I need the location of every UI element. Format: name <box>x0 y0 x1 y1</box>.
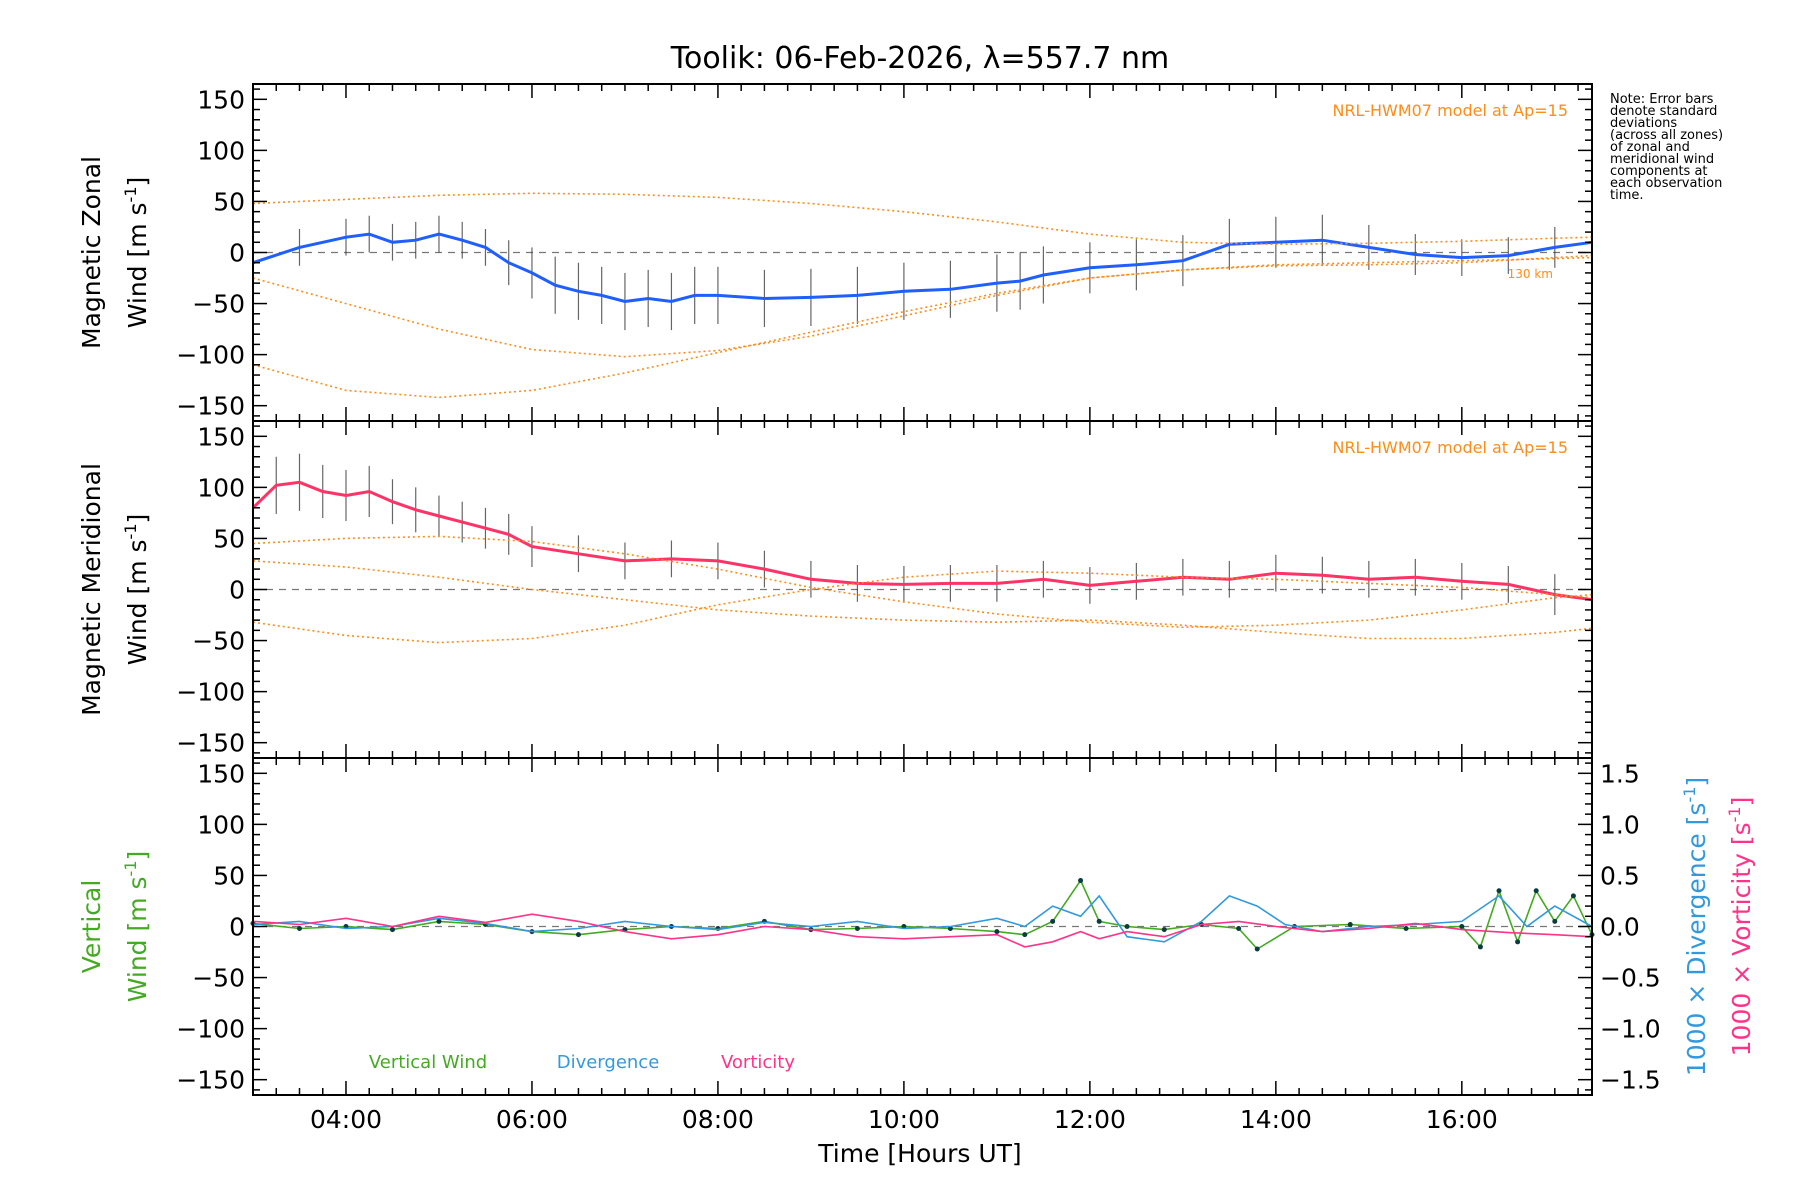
y-tick-label: −150 <box>176 1066 245 1095</box>
series-line <box>252 254 1593 358</box>
x-tick-label: 10:00 <box>868 1105 940 1134</box>
note-line: denote standard <box>1610 104 1718 119</box>
y-tick-label: 50 <box>213 524 245 553</box>
right-y-tick-label: 0.0 <box>1600 913 1640 942</box>
note-line: (across all zones) <box>1610 128 1724 143</box>
x-tick-label: 14:00 <box>1240 1105 1312 1134</box>
right-y-tick-label: −0.5 <box>1600 964 1661 993</box>
y-tick-label: −150 <box>176 729 245 758</box>
y-tick-label: 50 <box>213 861 245 890</box>
right-y-tick-label: 0.5 <box>1600 861 1640 890</box>
y-tick-label: 0 <box>229 913 245 942</box>
data-point <box>1022 932 1028 938</box>
y-axis-label-units: Wind [m s-1] <box>121 514 152 666</box>
y-tick-label: −150 <box>176 392 245 421</box>
data-point <box>1347 921 1353 927</box>
note-line: each observation <box>1610 176 1723 191</box>
data-point <box>1533 888 1539 894</box>
error-bar-note: Note: Error bars denote standard deviati… <box>1610 92 1790 203</box>
y-tick-label: −100 <box>176 1015 245 1044</box>
y-tick-label: 100 <box>197 136 245 165</box>
data-point <box>1096 918 1102 924</box>
data-point <box>389 927 395 933</box>
note-line: time. <box>1610 188 1644 203</box>
y-tick-label: −50 <box>192 964 245 993</box>
panel-vertical: 150 100 50 0 −50 −100 −150 Vertical Wind [m s-1]… <box>77 757 1756 1096</box>
y-tick-label: 0 <box>229 239 245 268</box>
y-tick-label: −100 <box>176 341 245 370</box>
y-tick-label: −50 <box>192 290 245 319</box>
right-y-tick-label: 1.5 <box>1600 759 1640 788</box>
series-line <box>252 913 1593 948</box>
note-line: deviations <box>1610 116 1678 131</box>
x-tick-label: 06:00 <box>496 1105 568 1134</box>
y-tick-label: 150 <box>197 759 245 788</box>
note-line: components at <box>1610 164 1708 179</box>
right-y-tick-label: −1.5 <box>1600 1066 1661 1095</box>
note-line: Note: Error bars <box>1610 92 1714 107</box>
series-line <box>252 560 1593 640</box>
chart-title: Toolik: 06-Feb-2026, λ=557.7 nm <box>670 41 1170 76</box>
data-point <box>1050 918 1056 924</box>
y-tick-label: 100 <box>197 810 245 839</box>
series-line <box>251 480 1593 602</box>
series-line <box>252 256 1593 399</box>
data-point <box>1552 918 1558 924</box>
series-line <box>252 894 1593 943</box>
data-point <box>436 918 442 924</box>
y-axis-label: Magnetic Zonal <box>77 156 106 349</box>
data-point <box>1254 946 1260 952</box>
x-tick-label: 16:00 <box>1426 1105 1498 1134</box>
model-label: NRL-HWM07 model at Ap=15 <box>1332 438 1568 457</box>
data-point <box>1124 924 1130 929</box>
y-axis-label: Vertical <box>77 880 106 974</box>
y-tick-label: −50 <box>192 627 245 656</box>
data-point <box>575 932 581 938</box>
divergence-axis-label: 1000 × Divergence [s-1] <box>1680 777 1711 1076</box>
y-axis-label: Magnetic Meridional <box>77 463 106 716</box>
data-point <box>994 929 1000 935</box>
x-axis-label: Time [Hours UT] <box>817 1139 1021 1168</box>
series-line <box>252 232 1593 304</box>
legend-entry: Vertical Wind <box>369 1052 487 1073</box>
data-point <box>1403 926 1409 932</box>
y-tick-label: 150 <box>197 422 245 451</box>
panel-zonal: 150 100 50 0 −50 −100 −150 Magnetic Zonal Wind [… <box>77 83 1593 422</box>
y-tick-label: 0 <box>229 576 245 605</box>
data-point <box>1570 893 1576 899</box>
y-tick-label: 50 <box>213 187 245 216</box>
legend-entry: Vorticity <box>721 1052 795 1073</box>
right-y-tick-label: −1.0 <box>1600 1015 1661 1044</box>
data-point <box>1496 888 1502 894</box>
data-point <box>1477 944 1483 950</box>
data-point <box>1161 927 1167 933</box>
data-point <box>854 926 860 932</box>
data-point <box>1236 926 1242 932</box>
y-tick-label: 150 <box>197 85 245 114</box>
y-tick-label: 100 <box>197 473 245 502</box>
data-point <box>1459 924 1465 929</box>
legend-entry: Divergence <box>557 1052 660 1073</box>
model-label: NRL-HWM07 model at Ap=15 <box>1332 101 1568 120</box>
x-tick-label: 04:00 <box>310 1105 382 1134</box>
data-point <box>1078 878 1084 884</box>
model-altitude-label: 130 km <box>1508 267 1553 281</box>
right-y-tick-label: 1.0 <box>1600 810 1640 839</box>
x-tick-label: 08:00 <box>682 1105 754 1134</box>
y-axis-label-units: Wind [m s-1] <box>121 177 152 329</box>
data-point <box>296 926 302 932</box>
vorticity-axis-label: 1000 × Vorticity [s-1] <box>1725 797 1756 1057</box>
x-tick-label: 12:00 <box>1054 1105 1126 1134</box>
note-line: meridional wind <box>1610 152 1715 167</box>
panel-meridional: 150 100 50 0 −50 −100 −150 Magnetic Meridional W… <box>77 420 1593 759</box>
note-line: of zonal and <box>1610 140 1690 155</box>
y-axis-label-units: Wind [m s-1] <box>121 851 152 1003</box>
y-tick-label: −100 <box>176 678 245 707</box>
data-point <box>1515 939 1521 945</box>
